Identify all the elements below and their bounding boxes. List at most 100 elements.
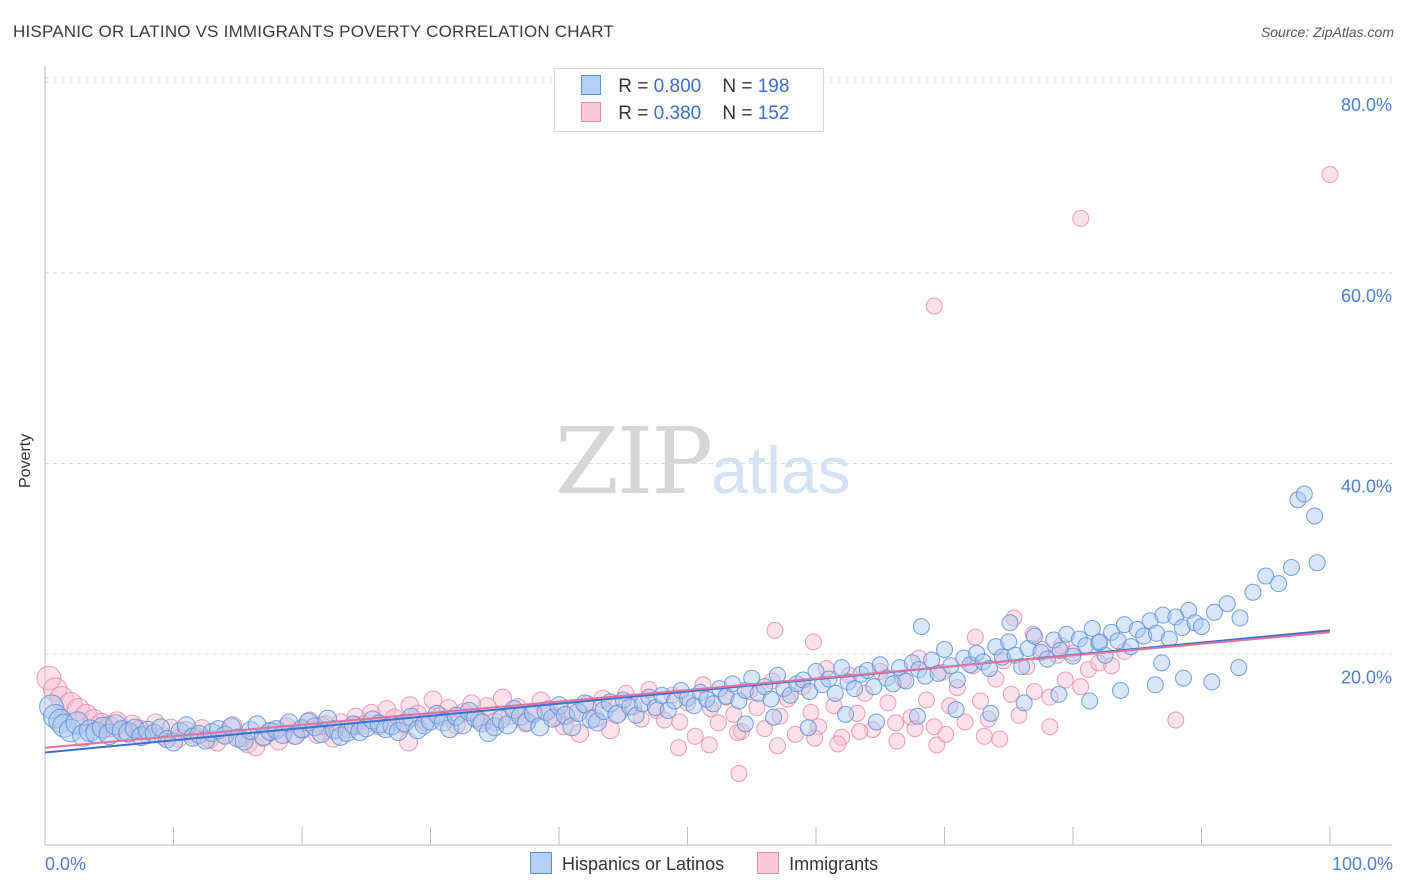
legend-r-label: R =: [618, 76, 649, 97]
hispanic-point: [58, 718, 83, 743]
immigrants-point: [937, 725, 955, 743]
hispanic-point: [948, 671, 966, 689]
immigrants-point: [709, 714, 727, 732]
immigrants-point: [918, 691, 936, 709]
y-tick-label: 40.0%: [1341, 477, 1392, 497]
immigrants-point: [906, 720, 924, 738]
hispanic-point: [1218, 595, 1236, 613]
hispanic-point: [279, 713, 299, 733]
immigrants-point: [1056, 671, 1074, 689]
hispanic-point: [897, 672, 915, 690]
hispanic-point: [1153, 654, 1171, 672]
legend-item-hispanic: Hispanics or Latinos: [530, 852, 724, 875]
immigrants-point: [971, 692, 989, 710]
hispanic-point: [555, 705, 575, 725]
hispanic-point: [659, 702, 677, 720]
immigrants-point: [1002, 685, 1020, 703]
hispanic-point: [736, 715, 754, 733]
immigrants-point: [966, 628, 984, 646]
tick-labels: 20.0% 40.0% 60.0% 80.0% 0.0% 100.0%: [45, 95, 1393, 874]
legend-row-hispanic: R = 0.800 N = 198: [581, 75, 789, 99]
hispanic-point: [884, 675, 902, 693]
hispanic-point: [929, 664, 947, 682]
immigrants-point: [806, 729, 824, 747]
hispanic-point: [1083, 619, 1101, 637]
hispanic-point: [1203, 673, 1221, 691]
immigrants-point: [702, 700, 720, 718]
watermark-atlas: atlas: [711, 433, 851, 507]
hispanic-point: [1070, 630, 1088, 648]
hispanic-point: [1270, 575, 1288, 593]
legend-n-label: N =: [722, 76, 753, 97]
hispanic-point: [1205, 603, 1223, 621]
immigrants-point: [1321, 166, 1339, 184]
hispanic-point: [1112, 681, 1130, 699]
immigrants-point: [956, 713, 974, 731]
immigrants-point: [756, 720, 774, 738]
hispanic-point: [1148, 624, 1166, 642]
legend-label-hispanic: Hispanics or Latinos: [562, 854, 725, 874]
legend-n-label: N =: [722, 103, 753, 124]
hispanic-point: [867, 713, 885, 731]
legend-r-value: 0.380: [653, 103, 702, 124]
immigrants-point: [1072, 209, 1090, 227]
y-tick-label: 60.0%: [1341, 286, 1392, 306]
immigrants-point: [700, 736, 718, 754]
chart-title: HISPANIC OR LATINO VS IMMIGRANTS POVERTY…: [13, 22, 615, 41]
immigrants-point: [748, 699, 766, 717]
hispanic-point: [118, 722, 139, 743]
immigrants-point: [888, 732, 906, 750]
hispanic-point: [1289, 491, 1307, 509]
hispanic-point: [621, 698, 639, 716]
hispanic-point: [65, 711, 89, 735]
hispanic-point: [1103, 623, 1121, 641]
hispanic-point: [846, 680, 864, 698]
hispanic-point: [1146, 676, 1164, 694]
x-tick-label: 0.0%: [45, 854, 86, 874]
immigrants-point: [856, 684, 874, 702]
immigrants-point: [725, 705, 743, 723]
hispanic-point: [594, 701, 614, 721]
hispanic-point: [987, 638, 1005, 656]
immigrants-point: [864, 721, 882, 739]
hispanic-point: [704, 695, 722, 713]
hispanic-point: [1051, 641, 1069, 659]
hispanic-point: [91, 716, 114, 739]
hispanic-point: [588, 712, 608, 732]
immigrants-point: [1167, 711, 1185, 729]
watermark: ZIPatlas: [555, 408, 851, 515]
hispanic-point: [1045, 631, 1063, 649]
hispanic-point: [1244, 583, 1262, 601]
hispanic-point: [234, 731, 254, 751]
immigrants-point: [925, 297, 943, 315]
legend-item-immigrants: Immigrants: [757, 852, 878, 875]
hispanic-point: [1257, 567, 1275, 585]
series-legend: Hispanics or Latinos Immigrants: [530, 852, 906, 875]
hispanic-point: [968, 644, 986, 662]
immigrants-point: [1041, 718, 1059, 736]
trendline-immigrants: [44, 631, 1331, 749]
y-tick-label: 80.0%: [1341, 95, 1392, 115]
legend-swatch-blue: [530, 852, 552, 874]
x-tick-label: 100.0%: [1332, 854, 1393, 874]
hispanic-point: [1306, 507, 1324, 525]
hispanic-point: [765, 708, 783, 726]
series-hispanics-or-latinos: [39, 485, 1326, 752]
immigrants-point: [991, 730, 1009, 748]
hispanic-point: [1135, 627, 1153, 645]
legend-n-value: 152: [757, 103, 790, 124]
hispanic-point: [947, 701, 965, 719]
immigrants-point: [804, 633, 822, 651]
hispanic-point: [311, 723, 331, 743]
hispanic-point: [1058, 625, 1076, 643]
hispanic-point: [472, 713, 492, 733]
y-tick-label: 20.0%: [1341, 667, 1392, 687]
hispanic-point: [837, 705, 855, 723]
hispanic-point: [39, 694, 64, 720]
y-axis-label: Poverty: [17, 433, 34, 488]
immigrants-point: [802, 703, 820, 721]
hispanic-point: [730, 692, 748, 710]
hispanic-point: [1050, 685, 1068, 703]
hispanic-point: [1122, 638, 1140, 656]
hispanic-point: [839, 673, 857, 691]
